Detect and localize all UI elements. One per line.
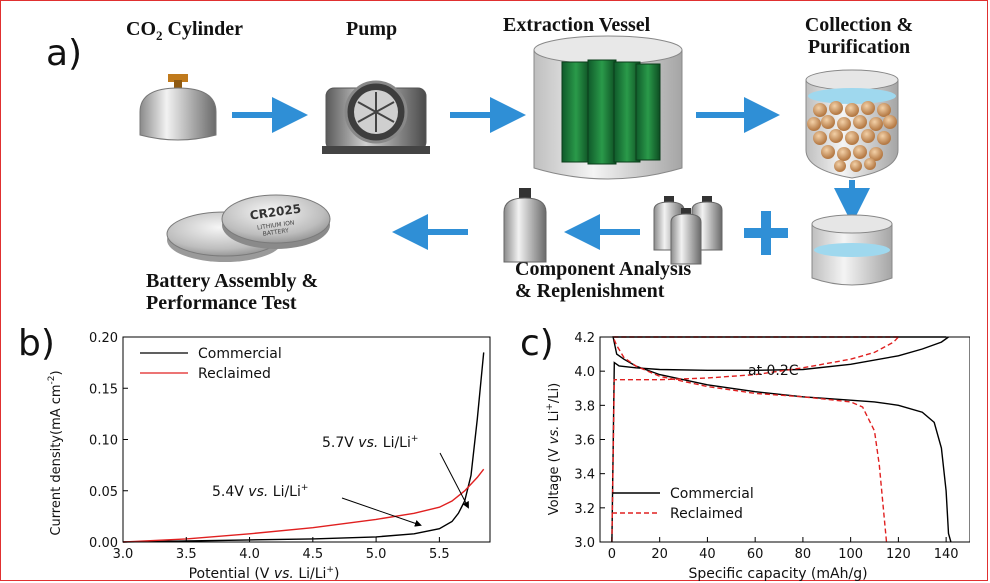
x-tick-label: 60 [747,547,764,562]
co2-cylinder-icon [139,74,217,141]
x-tick-label: 20 [651,547,668,562]
coin-cell-icon: CR2025 LITHIUM ION BATTERY [166,194,331,262]
annotation-5.4v: 5.4V vs. Li/Li+ [212,483,308,500]
x-tick-label: 5.0 [366,547,387,562]
annotation-5.7v: 5.7V vs. Li/Li+ [322,434,418,451]
y-tick-label: 0.00 [89,536,118,551]
chart-b-legend: Commercial Reclaimed [140,346,282,382]
x-tick-label: 40 [699,547,716,562]
panel-c-letter: c) [520,323,554,364]
battery-assembly-label: Battery Assembly & Performance Test [146,270,318,314]
collection-column-icon [805,69,899,179]
process-illustration: CR2025 LITHIUM ION BATTERY [139,35,899,286]
y-tick-label: 0.05 [89,485,118,500]
collection-label: Collection & Purification [774,14,944,58]
battery-line2: Performance Test [146,292,297,314]
rate-annotation: at 0.2C [748,363,799,379]
y-tick-label: 4.0 [574,365,595,380]
y-tick-label: 3.0 [574,536,595,551]
y-tick-label: 3.6 [574,434,595,449]
y-tick-label: 3.2 [574,502,595,517]
chart-b-ylabel: Current density(mA cm-2) [47,370,64,535]
y-tick-label: 4.2 [574,331,595,346]
annotation-arrow [439,452,469,509]
chart-c: 0 20 40 60 80 100 120 1403.03.23.43.63.84.04.2 … [545,331,970,582]
co2-suffix: Cylinder [162,18,244,40]
legend-label-commercial: Commercial [198,346,282,362]
series-line-1 [122,468,485,543]
x-tick-label: 4.0 [239,547,260,562]
x-tick-label: 3.0 [113,547,134,562]
component-line2: & Replenishment [515,280,665,302]
chart-b-xlabel: Potential (V vs. Li/Li+) [189,565,340,582]
x-tick-label: 4.5 [302,547,323,562]
y-tick-label: 0.10 [89,434,118,449]
x-tick-label: 120 [886,547,911,562]
collection-line2: Purification [807,36,911,58]
series-line-2 [611,336,899,543]
x-tick-label: 80 [795,547,812,562]
y-tick-label: 0.20 [89,331,118,346]
co2-prefix: CO [126,18,156,40]
legend-label-1: Reclaimed [670,506,743,522]
x-tick-label: 140 [934,547,959,562]
pump-label: Pump [346,18,398,40]
series-line-3 [612,336,899,543]
coin-cell-line2: BATTERY [262,227,289,238]
plot-frame [122,336,491,543]
y-tick-label: 0.15 [89,382,118,397]
pump-icon [322,80,430,154]
bottle-icon [503,188,547,263]
series-line-1 [612,336,952,543]
chart-c-legend: Commercial Reclaimed [612,486,754,522]
series-line-0 [611,336,949,543]
y-tick-label: 3.4 [574,468,595,483]
panel-a-letter: a) [46,33,83,74]
legend-label-0: Commercial [670,486,754,502]
extraction-vessel-label: Extraction Vessel [503,14,651,36]
chart-c-xlabel: Specific capacity (mAh/g) [688,566,867,582]
x-tick-label: 5.5 [429,547,450,562]
component-analysis-label: Component Analysis & Replenishment [515,258,691,302]
collection-line1: Collection & [804,14,914,36]
x-tick-label: 3.5 [176,547,197,562]
battery-line1: Battery Assembly & [146,270,319,292]
series-line-0 [122,352,485,543]
co2-subscript: 2 [156,28,163,43]
chart-c-ylabel: Voltage (V vs. Li+/Li) [545,383,562,515]
component-line1: Component Analysis [515,258,692,280]
x-tick-label: 0 [608,547,616,562]
co2-cylinder-label: CO2 Cylinder [126,18,243,43]
chart-b: 3.0 3.5 4.0 4.5 5.0 5.5 0.00 0.05 0.10 0.15 0.20 C… [47,331,491,582]
panel-b-letter: b) [18,323,55,364]
plus-icon [744,211,788,255]
extraction-vessel-icon [533,35,683,180]
legend-label-reclaimed: Reclaimed [198,366,271,382]
collection-jar-icon [811,214,893,286]
y-tick-label: 3.8 [574,399,595,414]
x-tick-label: 100 [838,547,863,562]
bottle-group-icon [653,196,723,265]
annotation-arrow [341,497,422,527]
